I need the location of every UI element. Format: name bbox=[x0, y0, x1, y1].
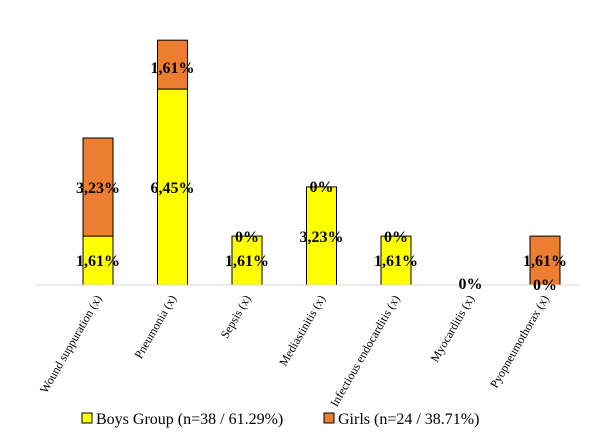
data-label-girls-0: 3,23% bbox=[76, 180, 120, 197]
data-label-boys-4: 1,61% bbox=[374, 253, 418, 270]
legend-label-girls: Girls (n=24 / 38.71%) bbox=[338, 411, 479, 428]
legend-label-boys: Boys Group (n=38 / 61.29%) bbox=[96, 411, 283, 428]
data-label-boys-1: 6,45% bbox=[151, 180, 195, 197]
data-label-girls-6: 1,61% bbox=[523, 253, 567, 270]
category-label-3: Mediastinitis (x) bbox=[276, 293, 328, 369]
data-label-girls-3: 0% bbox=[310, 179, 334, 196]
data-label-girls-2: 0% bbox=[235, 229, 259, 246]
category-label-1: Pneumonia (x) bbox=[131, 293, 179, 361]
category-label-6: Pyopneumothorax (x) bbox=[487, 292, 552, 390]
data-label-extra-0: 0% bbox=[459, 276, 483, 293]
legend-swatch-boys bbox=[81, 412, 93, 424]
category-label-2: Sepsis (x) bbox=[218, 293, 254, 341]
category-label-0: Wound suppuration (x) bbox=[37, 293, 105, 396]
data-label-boys-6: 0% bbox=[533, 277, 557, 294]
data-label-boys-0: 1,61% bbox=[76, 253, 120, 270]
category-label-4: Infectious endocarditis (x) bbox=[327, 293, 402, 410]
category-label-5: Myocarditis (x) bbox=[427, 292, 477, 364]
bar-girls-6 bbox=[529, 235, 561, 286]
bar-girls-1 bbox=[157, 39, 188, 90]
data-label-boys-3: 3,23% bbox=[300, 229, 344, 246]
bar-boys-3 bbox=[306, 186, 337, 286]
data-label-girls-1: 1,61% bbox=[151, 60, 195, 77]
legend-swatch-girls bbox=[323, 412, 335, 424]
data-label-girls-4: 0% bbox=[384, 229, 408, 246]
bar-boys-0 bbox=[82, 235, 114, 286]
data-label-boys-2: 1,61% bbox=[225, 253, 269, 270]
bar-girls-0 bbox=[82, 137, 114, 237]
